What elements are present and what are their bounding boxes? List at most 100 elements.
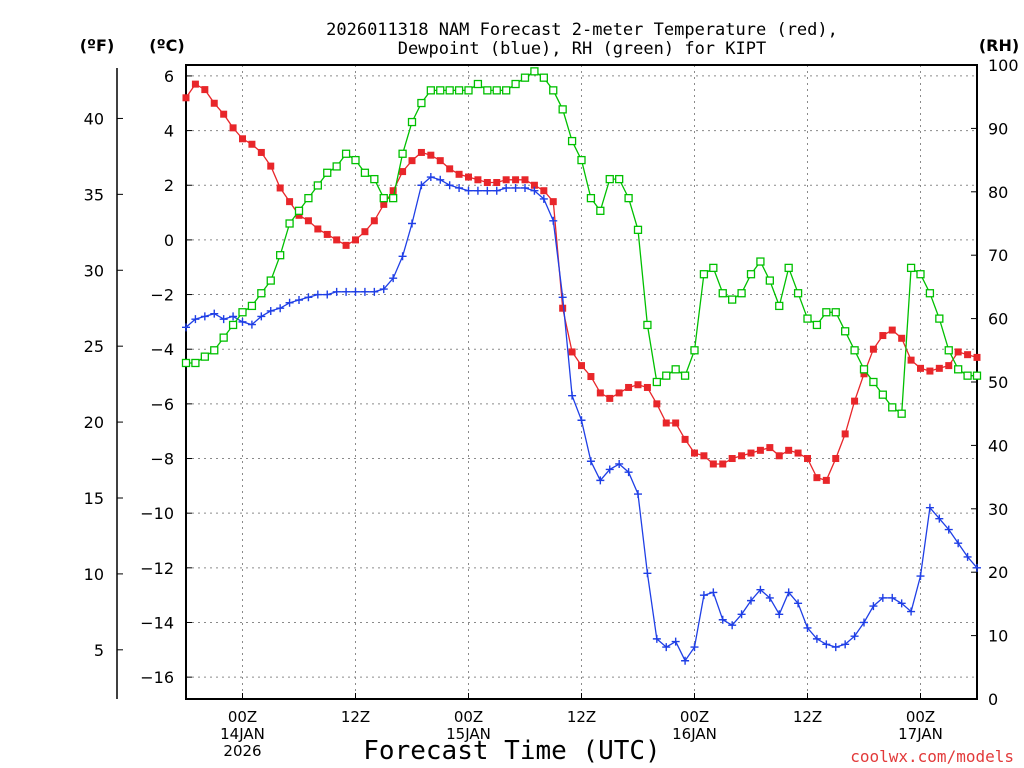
rh-point	[944, 346, 953, 355]
fahrenheit-tick-label: 20	[84, 413, 104, 432]
rh-point	[389, 193, 398, 203]
temperature-point	[634, 381, 642, 389]
rh-point	[266, 276, 275, 285]
dewpoint-point	[963, 552, 972, 561]
rh-point	[567, 136, 577, 146]
rh-tick-label: 90	[988, 119, 1008, 138]
rh-point	[643, 320, 652, 330]
rh-tick-label: 80	[988, 183, 1008, 202]
dewpoint-point	[586, 457, 595, 466]
dewpoint-point	[634, 490, 642, 499]
fahrenheit-tick-label: 35	[84, 185, 104, 204]
dewpoint-point	[229, 312, 238, 321]
dewpoint-point	[426, 173, 435, 182]
dewpoint-point	[643, 569, 652, 578]
rh-point	[680, 371, 690, 380]
time-tick-label: 12Z	[793, 708, 822, 726]
rh-tick-label: 40	[988, 436, 1008, 455]
temperature-point	[860, 370, 868, 378]
dewpoint-point	[521, 183, 529, 192]
celsius-tick-label: −6	[150, 395, 174, 414]
temperature-point	[964, 351, 972, 359]
dewpoint-point	[568, 391, 577, 400]
temperature-point	[606, 394, 614, 402]
dewpoint-point	[624, 468, 633, 477]
temperature-point	[700, 452, 708, 460]
dewpoint-point	[464, 186, 473, 195]
dewpoint-point	[747, 596, 755, 605]
rh-point	[511, 79, 520, 89]
temperature-point	[672, 419, 680, 427]
temperature-point	[295, 211, 303, 219]
dewpoint-point	[699, 591, 708, 600]
temperature-point	[785, 446, 793, 454]
temperature-point	[389, 187, 397, 195]
rh-point	[332, 162, 341, 171]
rh-point	[831, 308, 840, 317]
rh-point	[822, 308, 831, 317]
rh-point	[925, 289, 935, 298]
dewpoint-point	[869, 602, 878, 611]
rh-point	[812, 320, 822, 330]
rh-tick-label: 60	[988, 310, 1008, 329]
dewpoint-point	[737, 610, 746, 619]
temperature-point	[191, 80, 199, 88]
temperature-point	[578, 362, 585, 370]
temperature-point	[766, 444, 774, 452]
series-group	[181, 67, 982, 665]
celsius-tick-label: 2	[164, 176, 174, 195]
rh-point	[407, 117, 417, 127]
dewpoint-point	[492, 186, 501, 195]
rh-point	[464, 86, 473, 95]
temperature-point	[879, 332, 887, 340]
temperature-point	[229, 124, 237, 132]
celsius-tick-label: 0	[164, 231, 174, 250]
dewpoint-point	[784, 588, 793, 597]
rh-point	[257, 289, 266, 298]
rh-point	[398, 149, 407, 158]
temperature-point	[709, 460, 717, 468]
rh-point	[285, 219, 294, 228]
dewpoint-point	[473, 186, 482, 195]
rh-point	[869, 377, 878, 387]
fahrenheit-tick-label: 40	[84, 109, 104, 128]
rh-point	[247, 301, 257, 311]
dewpoint-point	[577, 416, 586, 425]
dewpoint-point	[841, 640, 850, 649]
rh-point	[888, 403, 897, 412]
rh-point	[897, 409, 906, 418]
dewpoint-point	[332, 287, 341, 296]
fahrenheit-tick-label: 30	[84, 261, 104, 280]
temperature-point	[851, 397, 859, 405]
temperature-point	[662, 419, 670, 427]
dewpoint-point	[605, 465, 614, 474]
dewpoint-point	[247, 320, 256, 329]
rh-point	[313, 181, 322, 190]
dewpoint-point	[511, 183, 520, 192]
dewpoint-point	[360, 287, 369, 296]
dewpoint-point	[888, 593, 897, 602]
fahrenheit-tick-label: 15	[84, 489, 104, 508]
rh-point	[341, 149, 351, 158]
rh-point	[276, 251, 285, 260]
temperature-point	[615, 389, 623, 397]
dewpoint-point	[822, 640, 831, 649]
dewpoint-point	[370, 287, 379, 296]
dewpoint-point	[313, 290, 322, 299]
celsius-unit-label: (ºC)	[149, 36, 184, 55]
temperature-point	[625, 383, 633, 391]
temperature-point	[747, 449, 755, 457]
rh-point	[662, 371, 671, 380]
celsius-tick-label: 4	[164, 122, 174, 141]
temperature-point	[333, 236, 341, 244]
temperature-point	[399, 168, 407, 176]
dewpoint-point	[615, 459, 624, 468]
rh-point	[417, 98, 426, 108]
temperature-point	[342, 241, 350, 249]
temperature-point	[681, 435, 689, 443]
temperature-point	[512, 176, 520, 184]
temperature-point	[361, 228, 369, 236]
rh-point	[445, 86, 454, 95]
temperature-point	[521, 176, 529, 184]
temperature-point	[286, 198, 294, 206]
